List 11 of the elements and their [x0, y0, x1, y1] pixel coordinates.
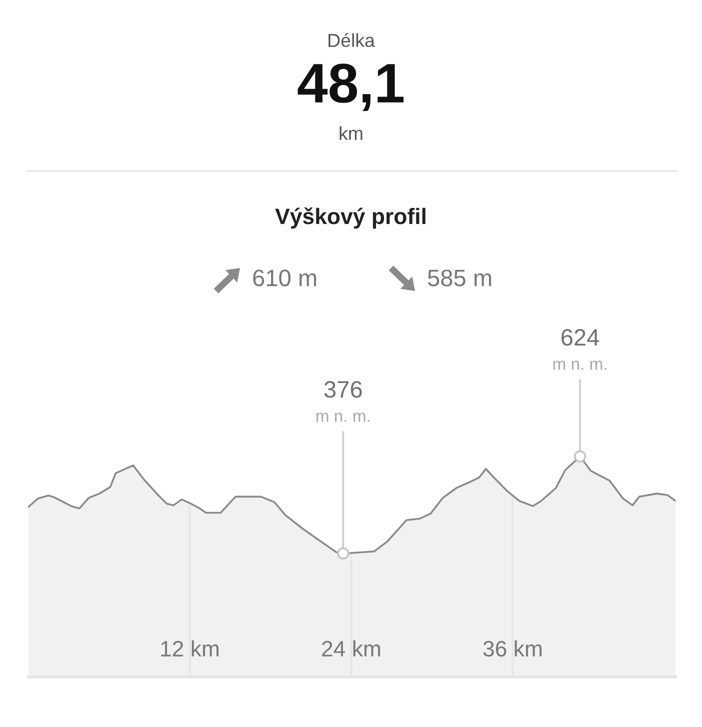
text: km: [340, 126, 362, 140]
chart-title: Výškový profil: [275, 207, 426, 229]
text: 610 m: [253, 270, 316, 286]
text: Délka: [328, 33, 375, 48]
data-label: 376 m n. m.: [316, 381, 370, 422]
data-label: 624 m n. m.: [553, 329, 606, 370]
text: 48,1: [298, 64, 404, 111]
text: 585 m: [428, 270, 492, 286]
x-tick-label: 36 km: [483, 640, 542, 657]
x-tick-label: 12 km: [161, 640, 219, 656]
x-tick-label: 24 km: [322, 640, 380, 656]
